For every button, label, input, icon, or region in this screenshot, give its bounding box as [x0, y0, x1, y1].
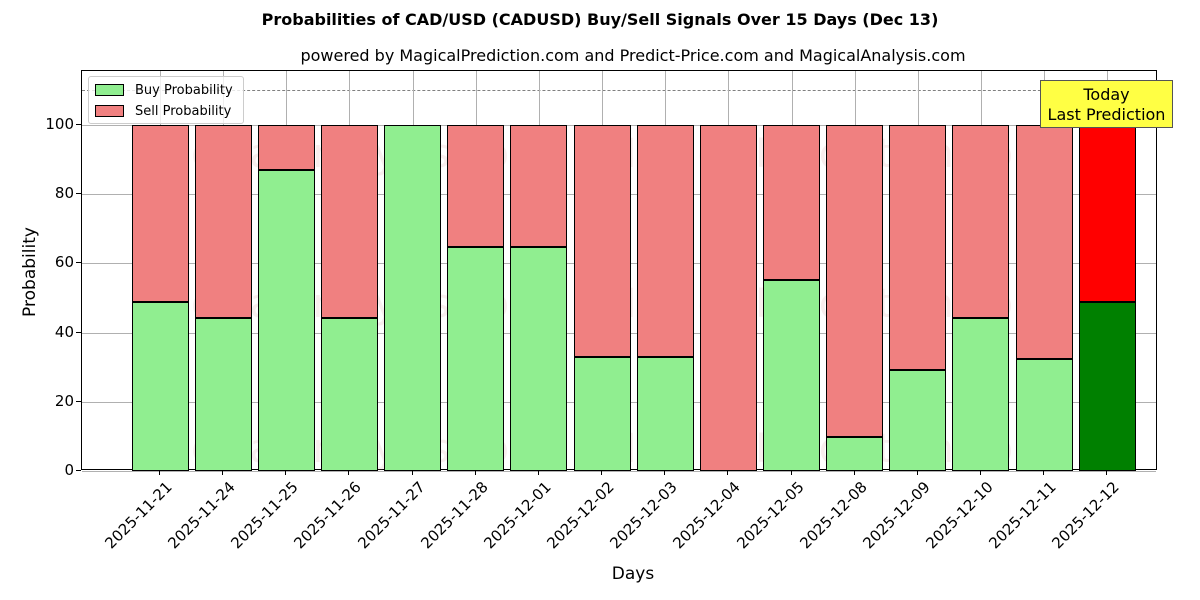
- buy-bar: [510, 247, 568, 471]
- y-tick-label: 60: [54, 253, 74, 272]
- x-tick-mark: [537, 470, 539, 475]
- sell-bar: [257, 125, 315, 170]
- plot-area: MagicalAnalysis.comMagicalPrediction.com…: [81, 70, 1157, 472]
- x-tick-mark: [979, 470, 981, 475]
- x-tick-label: 2025-12-02: [543, 478, 618, 553]
- x-tick-label: 2025-12-11: [985, 478, 1060, 553]
- x-tick-mark: [474, 470, 476, 475]
- x-tick-mark: [727, 470, 729, 475]
- x-tick-label: 2025-12-10: [922, 478, 997, 553]
- y-tick-label: 0: [64, 461, 74, 479]
- sell-bar: [1015, 125, 1073, 359]
- buy-bar: [763, 280, 820, 471]
- x-tick-mark: [1043, 470, 1045, 475]
- buy-bar: [889, 369, 947, 471]
- x-tick-mark: [285, 470, 287, 475]
- y-tick-mark: [76, 193, 81, 195]
- chart-title: Probabilities of CAD/USD (CADUSD) Buy/Se…: [261, 10, 939, 29]
- x-tick-mark: [159, 470, 160, 475]
- x-tick-mark: [222, 470, 224, 475]
- buy-bar: [447, 247, 505, 471]
- buy-bar: [384, 125, 442, 471]
- x-tick-mark: [601, 470, 603, 475]
- buy-bar: [952, 318, 1010, 471]
- x-tick-label: 2025-12-03: [606, 478, 681, 553]
- sell-bar: [699, 125, 757, 471]
- y-axis-label: Probability: [20, 227, 40, 317]
- x-tick-mark: [1106, 470, 1108, 475]
- sell-bar: [447, 125, 505, 248]
- sell-bar: [636, 125, 694, 357]
- y-tick-label: 80: [54, 184, 74, 203]
- sell-bar: [320, 125, 378, 319]
- x-tick-label: 2025-12-05: [732, 478, 808, 553]
- x-tick-mark: [853, 470, 855, 475]
- x-tick-label: 2025-11-25: [227, 478, 303, 553]
- buy-bar: [131, 302, 189, 471]
- buy-swatch: [95, 84, 124, 96]
- buy-bar: [1078, 302, 1136, 471]
- y-tick-mark: [76, 331, 81, 333]
- sell-bar: [131, 125, 189, 303]
- legend-item-buy: Buy Probability: [95, 82, 233, 98]
- y-tick-label: 100: [45, 115, 74, 133]
- x-tick-label: 2025-12-12: [1048, 478, 1123, 553]
- legend-item-sell: Sell Probability: [95, 103, 231, 119]
- legend-label-buy: Buy Probability: [135, 82, 233, 98]
- sell-bar: [1078, 125, 1136, 303]
- x-tick-mark: [916, 470, 918, 475]
- x-tick-label: 2025-11-24: [164, 478, 239, 553]
- chart-subtitle: powered by MagicalPrediction.com and Pre…: [300, 46, 966, 65]
- x-axis-label: Days: [611, 564, 655, 584]
- x-tick-label: 2025-11-26: [290, 478, 366, 553]
- sell-bar: [510, 125, 568, 248]
- x-tick-label: 2025-12-04: [669, 478, 745, 553]
- buy-bar: [320, 318, 378, 471]
- sell-bar: [573, 125, 631, 357]
- x-tick-label: 2025-12-09: [859, 478, 934, 553]
- sell-swatch: [95, 105, 124, 117]
- y-tick-mark: [76, 124, 81, 125]
- legend-label-sell: Sell Probability: [135, 103, 232, 119]
- y-tick-label: 20: [54, 391, 74, 410]
- x-tick-label: 2025-11-28: [417, 478, 492, 553]
- x-tick-mark: [664, 470, 666, 475]
- x-tick-label: 2025-12-01: [480, 478, 555, 553]
- buy-bar: [636, 356, 694, 471]
- sell-bar: [763, 125, 820, 280]
- legend: Buy Probability Sell Probability: [88, 76, 244, 124]
- sell-bar: [952, 125, 1010, 319]
- x-tick-mark: [790, 470, 792, 475]
- buy-bar: [194, 318, 252, 471]
- y-tick-mark: [76, 470, 81, 471]
- reference-line: [82, 90, 1156, 92]
- sell-bar: [826, 125, 884, 438]
- buy-bar: [257, 169, 315, 471]
- x-tick-label: 2025-11-27: [353, 478, 429, 553]
- buy-bar: [573, 356, 631, 471]
- buy-bar: [1015, 358, 1073, 471]
- y-tick-label: 40: [54, 322, 74, 341]
- sell-bar: [889, 125, 947, 370]
- annotation-line-1: Today: [1083, 85, 1130, 104]
- y-tick-mark: [76, 400, 81, 402]
- x-tick-label: 2025-11-21: [101, 478, 176, 553]
- today-annotation: Today Last Prediction: [1040, 80, 1173, 128]
- buy-bar: [826, 437, 884, 471]
- x-tick-mark: [411, 470, 413, 475]
- y-tick-mark: [76, 262, 81, 264]
- annotation-line-2: Last Prediction: [1047, 105, 1166, 124]
- sell-bar: [194, 125, 252, 319]
- gridline-h: [82, 471, 1156, 472]
- x-tick-mark: [348, 470, 350, 475]
